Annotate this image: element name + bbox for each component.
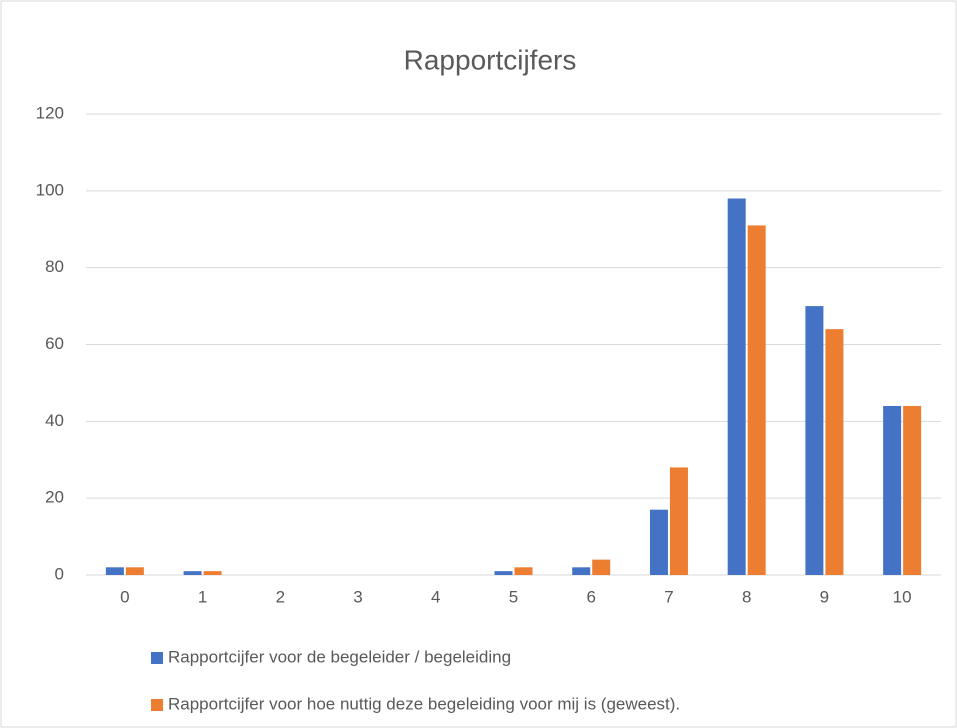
bar: [883, 405, 902, 575]
legend-label: Rapportcijfer voor hoe nuttig deze begel…: [168, 694, 680, 713]
y-tick-label: 40: [45, 411, 64, 430]
bar: [572, 567, 591, 575]
y-tick-label: 100: [36, 180, 64, 199]
legend-swatch: [151, 699, 163, 711]
x-tick-label: 0: [120, 587, 129, 606]
bar: [592, 559, 611, 575]
bar: [747, 225, 766, 576]
x-tick-label: 10: [893, 587, 912, 606]
bar: [825, 329, 844, 575]
y-tick-label: 0: [55, 564, 64, 583]
x-tick-label: 6: [586, 587, 595, 606]
bar: [494, 571, 513, 575]
x-tick-label: 5: [509, 587, 518, 606]
bar: [727, 198, 746, 575]
bar: [805, 306, 824, 575]
bar: [203, 571, 222, 575]
bar: [105, 567, 124, 575]
y-tick-label: 60: [45, 334, 64, 353]
x-tick-label: 9: [820, 587, 829, 606]
x-tick-label: 4: [431, 587, 440, 606]
bar: [125, 567, 144, 575]
y-tick-label: 80: [45, 257, 64, 276]
x-tick-label: 2: [276, 587, 285, 606]
bar: [514, 567, 533, 575]
bar: [649, 509, 668, 575]
y-tick-label: 120: [36, 103, 64, 122]
chart-title: Rapportcijfers: [404, 44, 577, 75]
bar: [903, 405, 922, 575]
legend-swatch: [151, 652, 163, 664]
bar: [183, 571, 202, 575]
x-tick-label: 3: [353, 587, 362, 606]
x-tick-label: 1: [198, 587, 207, 606]
x-tick-label: 8: [742, 587, 751, 606]
y-tick-label: 20: [45, 488, 64, 507]
x-tick-label: 7: [664, 587, 673, 606]
legend-label: Rapportcijfer voor de begeleider / begel…: [168, 647, 511, 666]
bar: [669, 467, 688, 575]
